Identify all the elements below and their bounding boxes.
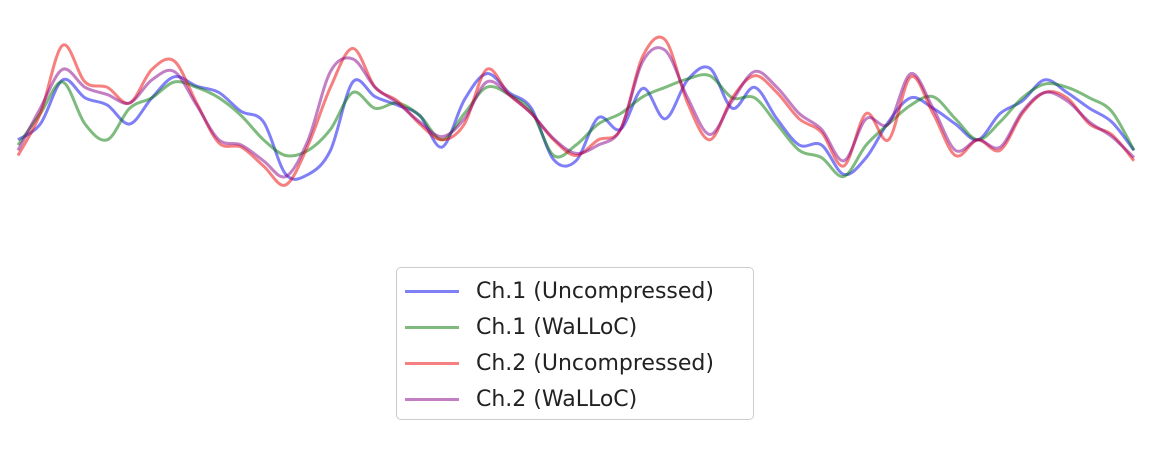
legend-entry-ch1-walloc: Ch.1 (WaLLoC) xyxy=(405,309,753,345)
series-line-1 xyxy=(16,73,1136,179)
legend-entry-ch2-uncompressed: Ch.2 (Uncompressed) xyxy=(405,345,753,381)
legend-swatch-ch2-uncompressed xyxy=(405,361,459,365)
legend-label-ch1-walloc: Ch.1 (WaLLoC) xyxy=(476,314,638,340)
series-line-2 xyxy=(16,35,1136,187)
legend-label-ch2-walloc: Ch.2 (WaLLoC) xyxy=(476,386,638,412)
legend-swatch-ch1-walloc xyxy=(405,325,459,329)
legend-swatch-ch1-uncompressed xyxy=(405,289,459,293)
series-line-0 xyxy=(17,65,1136,181)
legend-swatch-ch2-walloc xyxy=(405,397,459,401)
legend-entry-ch1-uncompressed: Ch.1 (Uncompressed) xyxy=(405,273,753,309)
legend-label-ch2-uncompressed: Ch.2 (Uncompressed) xyxy=(476,350,714,376)
legend-label-ch1-uncompressed: Ch.1 (Uncompressed) xyxy=(476,278,714,304)
legend: Ch.1 (Uncompressed) Ch.1 (WaLLoC) Ch.2 (… xyxy=(396,267,754,420)
legend-entry-ch2-walloc: Ch.2 (WaLLoC) xyxy=(405,381,753,417)
series-line-3 xyxy=(16,46,1136,179)
